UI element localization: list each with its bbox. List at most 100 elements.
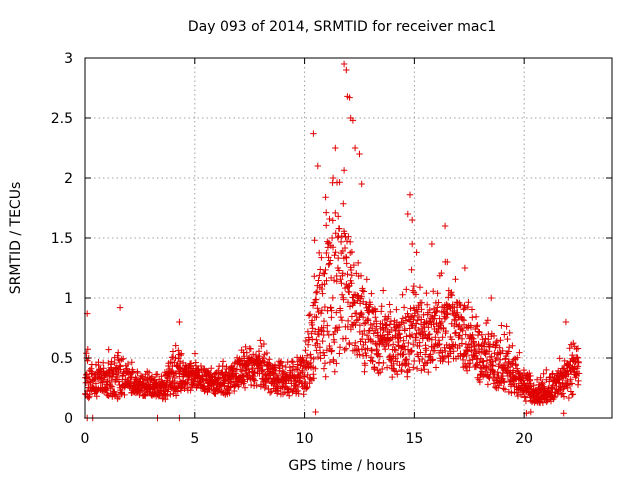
data-point — [323, 277, 330, 284]
data-point — [424, 301, 431, 308]
data-point — [320, 317, 328, 325]
data-point — [128, 373, 135, 381]
data-point — [498, 322, 505, 329]
data-point — [341, 230, 348, 237]
data-point — [190, 380, 198, 387]
data-point — [368, 346, 375, 354]
data-point — [440, 354, 448, 361]
data-point — [313, 314, 320, 321]
data-point — [481, 339, 488, 346]
data-point — [230, 365, 238, 372]
data-point — [428, 240, 436, 248]
data-point — [356, 300, 364, 307]
data-point — [439, 334, 446, 341]
data-point — [385, 313, 392, 320]
data-point — [526, 376, 533, 383]
data-point — [435, 299, 442, 306]
data-point — [406, 318, 414, 325]
data-point — [559, 390, 566, 397]
data-point — [435, 337, 443, 344]
data-point — [183, 380, 190, 387]
data-point — [288, 358, 296, 365]
data-point — [340, 60, 348, 68]
data-point — [329, 174, 337, 182]
data-point — [334, 234, 341, 241]
data-point — [293, 354, 301, 361]
data-point — [513, 365, 521, 372]
data-point — [407, 305, 414, 312]
data-point — [346, 341, 353, 348]
data-point — [306, 311, 314, 318]
data-point — [410, 364, 417, 371]
data-point — [289, 388, 296, 396]
data-point — [418, 299, 425, 306]
data-point — [476, 378, 484, 386]
data-point — [226, 389, 233, 397]
data-point — [324, 328, 331, 335]
data-point — [324, 322, 331, 329]
data-point — [247, 345, 254, 353]
data-point — [309, 325, 316, 332]
data-point — [274, 390, 281, 397]
data-point — [547, 373, 554, 381]
data-point — [332, 144, 339, 152]
data-point — [266, 389, 274, 396]
data-point — [458, 335, 466, 343]
data-point — [308, 321, 316, 329]
data-point — [527, 408, 534, 416]
data-point — [484, 364, 492, 372]
data-point — [315, 277, 322, 284]
data-point — [187, 360, 195, 367]
data-point — [170, 379, 178, 386]
x-tick-label: 5 — [190, 431, 199, 447]
data-point — [382, 346, 389, 353]
data-point — [527, 372, 534, 380]
data-point — [328, 314, 335, 321]
data-point — [484, 317, 491, 324]
data-point — [331, 252, 338, 259]
data-point — [463, 367, 471, 374]
data-point — [459, 356, 467, 364]
data-point — [175, 347, 182, 354]
data-point — [107, 382, 114, 389]
data-point — [361, 362, 369, 369]
data-point — [402, 362, 409, 369]
data-point — [562, 318, 570, 326]
data-point — [340, 167, 348, 174]
data-point — [358, 345, 366, 353]
data-point — [408, 331, 416, 339]
data-point — [431, 347, 438, 354]
data-point — [241, 384, 249, 391]
data-point — [321, 360, 329, 367]
data-point — [340, 200, 347, 207]
data-point — [489, 367, 496, 374]
data-point — [363, 352, 370, 359]
data-point — [410, 282, 417, 290]
data-point — [348, 248, 356, 256]
data-point — [409, 216, 416, 224]
data-point — [448, 336, 455, 343]
data-point — [98, 375, 105, 382]
data-point — [305, 336, 313, 343]
data-point — [490, 332, 498, 340]
data-point — [452, 329, 460, 336]
data-point — [430, 321, 437, 328]
data-point — [351, 144, 359, 152]
data-point — [237, 358, 244, 365]
data-point — [167, 358, 174, 366]
data-point — [386, 336, 393, 344]
data-point — [415, 353, 422, 360]
data-point — [329, 217, 336, 224]
data-point — [347, 326, 355, 333]
data-point — [392, 355, 399, 362]
y-tick-label: 0 — [64, 411, 73, 427]
data-point — [350, 261, 358, 269]
data-point — [391, 346, 398, 353]
data-point — [245, 366, 252, 373]
data-point — [311, 273, 318, 280]
data-point — [337, 238, 345, 246]
data-point — [398, 368, 405, 375]
data-point — [302, 337, 309, 345]
data-point — [471, 342, 478, 350]
